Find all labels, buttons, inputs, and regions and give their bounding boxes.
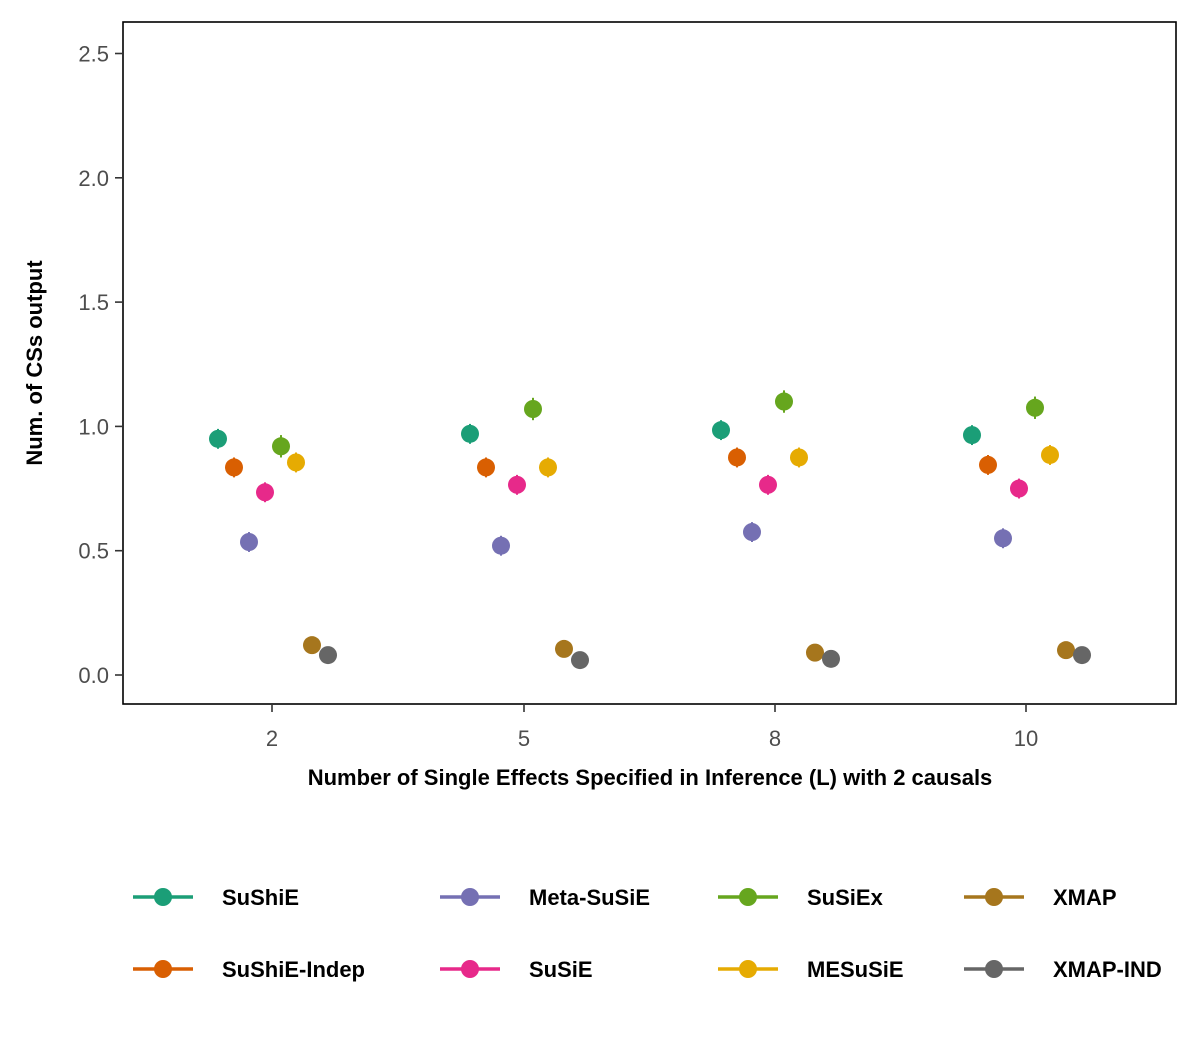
data-point	[256, 483, 274, 502]
legend-label: SuSiE	[529, 957, 593, 982]
legend-key-point	[985, 960, 1003, 978]
y-tick-label: 1.0	[78, 414, 109, 439]
data-point	[492, 536, 510, 555]
legend-key-point	[461, 888, 479, 906]
data-point	[759, 475, 777, 494]
y-tick-label: 0.0	[78, 663, 109, 688]
legend-key-point	[739, 888, 757, 906]
x-axis-title: Number of Single Effects Specified in In…	[308, 765, 993, 790]
data-point	[963, 426, 981, 445]
data-point	[1041, 445, 1059, 464]
data-point	[775, 392, 793, 411]
x-tick-label: 8	[769, 726, 781, 751]
plot-panel-border	[122, 21, 1177, 705]
data-point	[822, 649, 840, 668]
data-point	[225, 458, 243, 477]
data-point	[240, 532, 258, 551]
data-point	[319, 646, 337, 665]
data-point	[743, 523, 761, 542]
x-tick-label: 2	[266, 726, 278, 751]
x-tick-label: 10	[1014, 726, 1038, 751]
data-point	[524, 399, 542, 418]
legend-key-point	[985, 888, 1003, 906]
legend-label: SuShiE-Indep	[222, 957, 365, 982]
legend-label: SuShiE	[222, 885, 299, 910]
data-point	[1026, 398, 1044, 417]
data-point	[728, 448, 746, 467]
y-tick-label: 2.0	[78, 166, 109, 191]
data-points	[209, 390, 1091, 670]
data-point	[806, 643, 824, 662]
data-point	[1057, 641, 1075, 660]
data-point	[790, 448, 808, 467]
x-tick-label: 5	[518, 726, 530, 751]
legend-key-point	[461, 960, 479, 978]
y-axis: 0.0 0.5 1.0 1.5 2.0 2.5	[78, 42, 123, 688]
data-point	[712, 421, 730, 440]
data-point	[209, 429, 227, 448]
legend-key-point	[154, 888, 172, 906]
legend-key-point	[154, 960, 172, 978]
data-point	[303, 636, 321, 655]
data-point	[994, 529, 1012, 548]
data-point	[979, 455, 997, 474]
data-point	[508, 475, 526, 494]
data-point	[1010, 479, 1028, 498]
legend-key-point	[739, 960, 757, 978]
data-point	[555, 639, 573, 658]
y-tick-label: 1.5	[78, 290, 109, 315]
legend-label: SuSiEx	[807, 885, 884, 910]
legend-label: MESuSiE	[807, 957, 904, 982]
data-point	[539, 458, 557, 477]
data-point	[272, 437, 290, 456]
x-axis: 2 5 8 10	[266, 704, 1038, 751]
legend-label: Meta-SuSiE	[529, 885, 650, 910]
data-point	[477, 458, 495, 477]
legend-label: XMAP-IND	[1053, 957, 1162, 982]
data-point	[287, 453, 305, 472]
data-point	[461, 424, 479, 443]
legend-label: XMAP	[1053, 885, 1117, 910]
data-point	[1073, 646, 1091, 665]
data-point	[571, 651, 589, 670]
y-tick-label: 0.5	[78, 539, 109, 564]
y-tick-label: 2.5	[78, 42, 109, 67]
y-axis-title: Num. of CSs output	[22, 260, 47, 466]
legend: SuShiE Meta-SuSiE SuSiEx XMAP SuShiE-Indep Su…	[133, 885, 1162, 982]
